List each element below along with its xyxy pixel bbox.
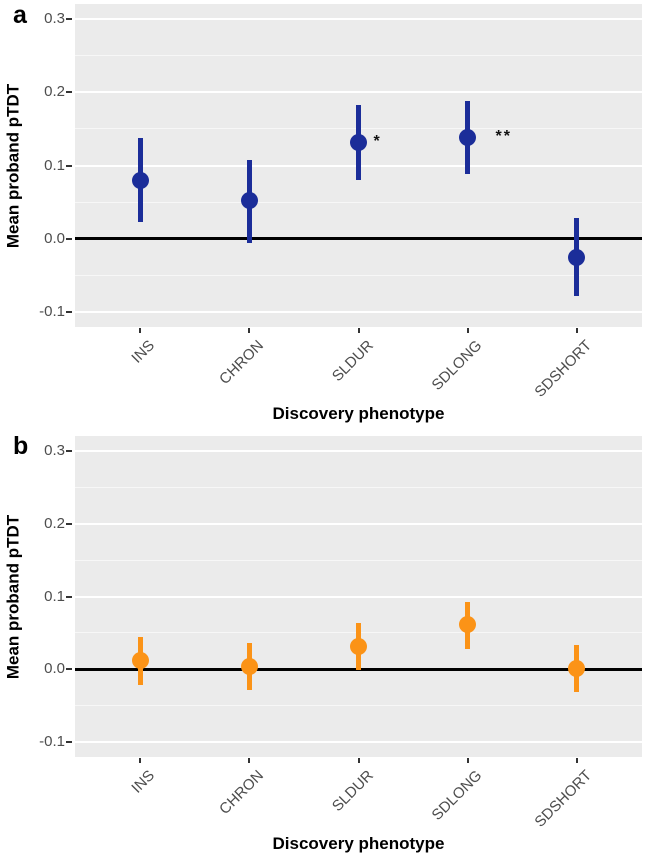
gridline-minor bbox=[75, 559, 642, 561]
x-axis-title-a: Discovery phenotype bbox=[272, 404, 445, 423]
x-tick-label: SDSHORT bbox=[530, 767, 595, 831]
panel-a: a Mean proband pTDT -0.1 0.0 0.1 0.2 0.3 INS C… bbox=[3, 1, 642, 423]
x-tick-mark bbox=[466, 758, 469, 763]
significance-marker: * bbox=[373, 132, 382, 150]
gridline-major bbox=[75, 449, 642, 452]
gridline-major bbox=[75, 522, 642, 525]
significance-marker: ** bbox=[495, 127, 512, 145]
x-axis-title-b: Discovery phenotype bbox=[272, 834, 445, 853]
y-tick-label: 0.1 bbox=[44, 587, 65, 605]
zero-reference-line bbox=[75, 237, 642, 241]
data-point bbox=[350, 134, 367, 152]
gridline-major bbox=[75, 311, 642, 314]
y-tick-mark bbox=[66, 91, 72, 94]
x-tick-label: CHRON bbox=[216, 337, 268, 388]
gridline-major bbox=[75, 595, 642, 598]
y-tick-mark bbox=[66, 237, 72, 240]
x-tick-label: SDSHORT bbox=[530, 337, 595, 401]
x-tick-mark bbox=[357, 328, 360, 333]
y-tick-label: 0.3 bbox=[44, 441, 65, 459]
y-tick-mark bbox=[66, 17, 72, 20]
x-tick-mark bbox=[575, 758, 578, 763]
data-point bbox=[459, 616, 477, 634]
gridline-minor bbox=[75, 705, 642, 707]
y-tick-label: 0.2 bbox=[44, 514, 65, 532]
x-tick-label: SDLONG bbox=[428, 767, 486, 824]
y-tick-mark bbox=[66, 668, 72, 671]
gridline-minor bbox=[75, 201, 642, 203]
panel-letter-a: a bbox=[13, 1, 27, 29]
x-tick-mark bbox=[248, 328, 251, 333]
panel-letter-b: b bbox=[13, 432, 29, 460]
gridline-major bbox=[75, 741, 642, 744]
y-tick-label: 0.2 bbox=[44, 83, 65, 101]
x-tick-mark bbox=[466, 328, 469, 333]
x-tick-mark bbox=[139, 328, 142, 333]
gridline-major bbox=[75, 91, 642, 94]
y-tick-mark bbox=[66, 595, 72, 598]
y-tick-mark bbox=[66, 449, 72, 452]
data-point bbox=[568, 660, 586, 678]
y-tick-label: 0.0 bbox=[44, 660, 65, 678]
data-point bbox=[131, 652, 149, 670]
data-point bbox=[131, 171, 149, 189]
y-tick-label: 0.0 bbox=[44, 229, 65, 247]
x-tick-mark bbox=[357, 758, 360, 763]
x-tick-mark bbox=[248, 758, 251, 763]
gridline-minor bbox=[75, 275, 642, 277]
y-tick-label: -0.1 bbox=[39, 733, 65, 751]
x-tick-label: SLDUR bbox=[328, 337, 377, 385]
y-tick-label: 0.3 bbox=[44, 9, 65, 27]
panel-b: b Mean proband pTDT -0.1 0.0 0.1 0.2 0.3 INS C… bbox=[0, 431, 645, 861]
x-tick-mark bbox=[139, 758, 142, 763]
x-tick-label: INS bbox=[128, 767, 159, 797]
data-point bbox=[459, 129, 477, 147]
y-tick-mark bbox=[66, 741, 72, 744]
data-point bbox=[568, 249, 586, 267]
y-tick-mark bbox=[66, 164, 72, 167]
data-point bbox=[240, 192, 258, 210]
y-tick-mark bbox=[66, 522, 72, 525]
y-tick-mark bbox=[66, 311, 72, 314]
plot-area-a: -0.1 0.0 0.1 0.2 0.3 INS CHRON * SLDUR ** SDLONG SD… bbox=[39, 4, 642, 401]
gridline-major bbox=[75, 17, 642, 20]
data-point bbox=[350, 638, 367, 656]
x-tick-label: INS bbox=[128, 337, 159, 367]
gridline-minor bbox=[75, 486, 642, 488]
y-tick-label: 0.1 bbox=[44, 156, 65, 174]
x-tick-label: SLDUR bbox=[328, 767, 377, 815]
gridline-minor bbox=[75, 54, 642, 56]
x-tick-mark bbox=[575, 328, 578, 333]
x-tick-label: SDLONG bbox=[428, 337, 486, 394]
data-point bbox=[240, 658, 258, 676]
y-tick-label: -0.1 bbox=[39, 303, 65, 321]
x-tick-label: CHRON bbox=[216, 767, 268, 818]
plot-area-b: -0.1 0.0 0.1 0.2 0.3 INS CHRON SLDUR SDLONG SDSHO… bbox=[39, 436, 642, 831]
